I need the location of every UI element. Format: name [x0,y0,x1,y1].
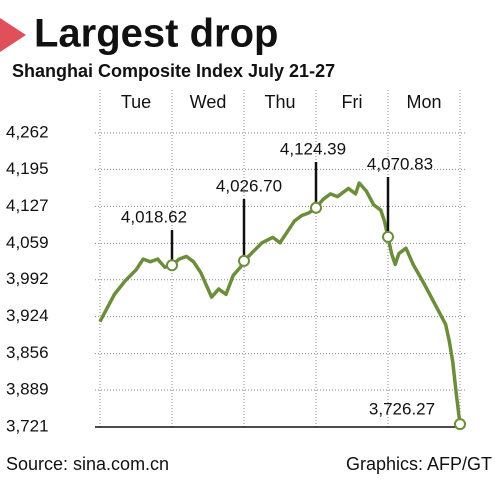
annotation-label: 4,124.39 [280,139,346,158]
chart-subtitle: Shanghai Composite Index July 21-27 [12,61,335,81]
y-tick-label: 4,195 [6,159,49,178]
y-tick-label: 4,262 [6,122,49,141]
y-tick-label: 4,059 [6,233,49,252]
y-tick-label: 3,889 [6,380,49,399]
x-tick-label: Tue [121,92,151,112]
x-tick-label: Mon [406,92,441,112]
y-tick-label: 3,856 [6,343,49,362]
annotation-label: 4,070.83 [367,154,433,173]
y-tick-label: 4,127 [6,196,49,215]
annotation-marker [238,254,250,267]
annotation-marker [382,230,394,243]
y-tick-label: 3,992 [6,269,49,288]
y-tick-label: 3,721 [6,416,49,435]
credit: Graphics: AFP/GT [346,454,492,474]
x-tick-label: Fri [342,92,363,112]
y-tick-label: 3,924 [6,306,49,325]
annotation-marker [310,201,322,214]
title-marker [0,18,26,52]
chart-title: Largest drop [34,12,278,56]
annotation-marker [166,259,178,272]
source: Source: sina.com.cn [6,454,169,474]
annotation-label: 4,018.62 [121,207,187,226]
x-tick-label: Thu [264,92,295,112]
annotation-label: 3,726.27 [369,399,435,418]
annotation-marker [454,418,466,431]
annotation-label: 4,026.70 [216,176,282,195]
x-tick-label: Wed [190,92,227,112]
